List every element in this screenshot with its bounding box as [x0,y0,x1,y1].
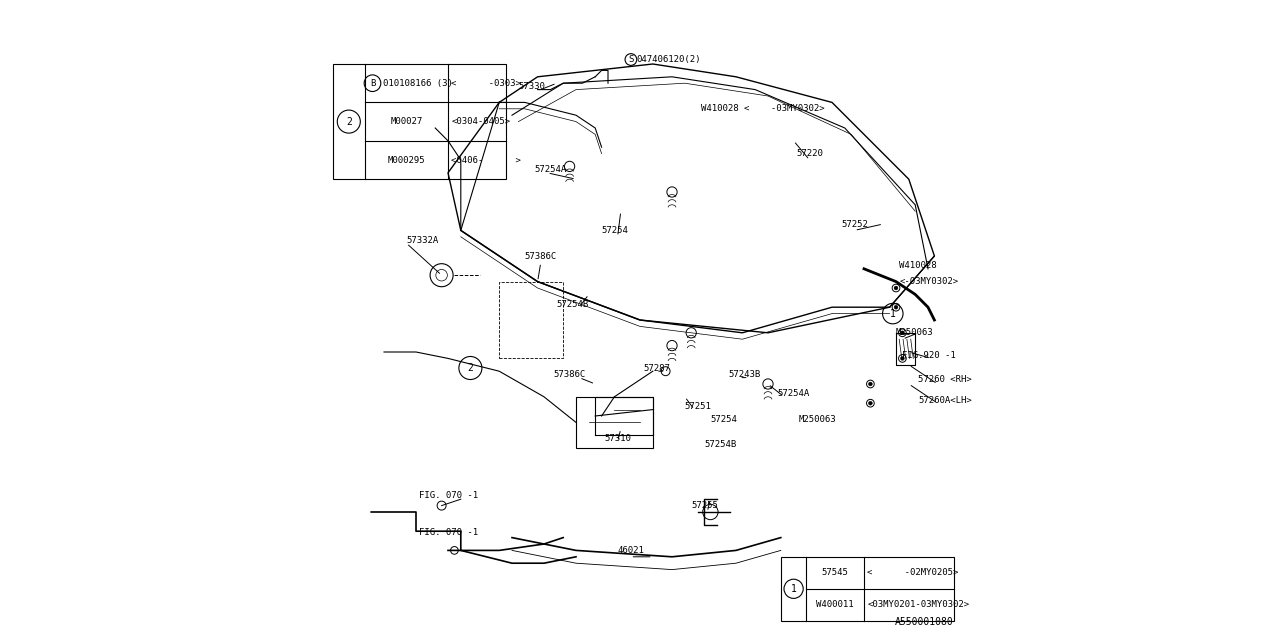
Text: <      -02MY0205>: < -02MY0205> [868,568,959,577]
Circle shape [892,303,900,311]
Circle shape [901,331,904,335]
Text: <03MY0201-03MY0302>: <03MY0201-03MY0302> [868,600,969,609]
Text: 1: 1 [890,308,896,319]
Text: <      -0303>: < -0303> [452,79,521,88]
Text: W410028 <    -03MY0302>: W410028 < -03MY0302> [701,104,824,113]
Text: W400011: W400011 [817,600,854,609]
Text: 57254B: 57254B [704,440,736,449]
Text: 57287: 57287 [644,364,669,372]
Text: 1: 1 [791,584,796,594]
Circle shape [899,329,906,337]
Circle shape [867,399,874,407]
Text: 57220: 57220 [796,149,823,158]
Text: 57255: 57255 [691,501,718,510]
Text: <-03MY0302>: <-03MY0302> [900,277,959,286]
Text: 46021: 46021 [618,546,644,555]
Circle shape [869,401,873,405]
Text: 047406120(2): 047406120(2) [636,55,700,64]
Circle shape [869,382,873,386]
Text: 57386C: 57386C [525,252,557,260]
Circle shape [893,286,899,290]
Text: A550001080: A550001080 [895,617,954,627]
Circle shape [899,355,906,362]
Text: 57254B: 57254B [557,300,589,308]
Circle shape [901,356,904,360]
Text: FIG. 070 -1: FIG. 070 -1 [420,528,479,537]
Text: M00027: M00027 [390,117,422,126]
Text: M250063: M250063 [896,328,933,337]
Text: 2: 2 [467,363,474,373]
Text: M250063: M250063 [799,415,836,424]
Text: S: S [628,55,634,64]
Text: 57260A<LH>: 57260A<LH> [919,396,972,404]
Text: W410028: W410028 [900,261,937,270]
Text: B: B [370,79,375,88]
Text: 57332A: 57332A [407,236,439,244]
Text: 57254A: 57254A [535,165,567,174]
Text: 57254: 57254 [602,226,628,235]
Circle shape [867,380,874,388]
Text: 57252: 57252 [842,220,868,228]
Circle shape [893,305,899,309]
Circle shape [892,284,900,292]
Text: 2: 2 [346,116,352,127]
Text: FIG. 070 -1: FIG. 070 -1 [420,492,479,500]
Text: <0304-0405>: <0304-0405> [452,117,511,126]
Text: 57243B: 57243B [728,370,760,379]
Text: <0406-      >: <0406- > [452,156,521,164]
Text: 57330: 57330 [518,82,545,91]
Text: 57545: 57545 [822,568,849,577]
Text: 57251: 57251 [685,402,712,411]
Text: FIG.920 -1: FIG.920 -1 [902,351,956,360]
Text: 57260 <RH>: 57260 <RH> [919,375,972,384]
Text: 57254A: 57254A [777,389,810,398]
Text: 010108166 (3): 010108166 (3) [383,79,453,88]
Text: M000295: M000295 [388,156,425,164]
Text: 57386C: 57386C [554,370,586,379]
Text: 57254: 57254 [710,415,737,424]
Text: 57310: 57310 [604,434,631,443]
